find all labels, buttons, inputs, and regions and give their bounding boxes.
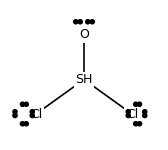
Circle shape xyxy=(134,102,138,106)
Circle shape xyxy=(143,110,147,114)
Circle shape xyxy=(24,122,28,126)
Circle shape xyxy=(134,122,138,126)
Circle shape xyxy=(20,122,25,126)
Circle shape xyxy=(137,122,142,126)
Circle shape xyxy=(30,110,34,114)
Text: Cl: Cl xyxy=(126,108,138,120)
Circle shape xyxy=(126,113,130,118)
Circle shape xyxy=(90,20,94,24)
Text: SH: SH xyxy=(75,73,93,86)
Circle shape xyxy=(143,113,147,118)
Circle shape xyxy=(126,110,130,114)
Circle shape xyxy=(13,113,17,118)
Circle shape xyxy=(137,102,142,106)
Circle shape xyxy=(86,20,90,24)
Text: O: O xyxy=(79,28,89,41)
Circle shape xyxy=(74,20,78,24)
Circle shape xyxy=(30,113,34,118)
Circle shape xyxy=(13,110,17,114)
Text: Cl: Cl xyxy=(30,108,42,120)
Circle shape xyxy=(78,20,82,24)
Circle shape xyxy=(24,102,28,106)
Circle shape xyxy=(20,102,25,106)
